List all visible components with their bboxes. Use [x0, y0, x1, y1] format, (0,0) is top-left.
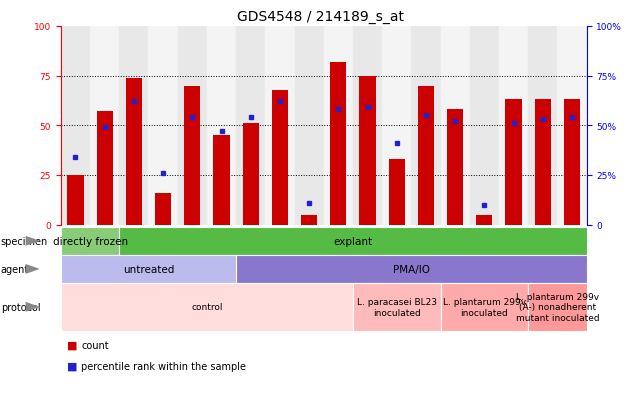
Bar — [476, 215, 492, 225]
Text: protocol: protocol — [1, 302, 40, 312]
Bar — [97, 112, 113, 225]
Text: directly frozen: directly frozen — [53, 236, 128, 246]
Bar — [213, 136, 229, 225]
Text: L. plantarum 299v
(A-) nonadherent
mutant inoculated: L. plantarum 299v (A-) nonadherent mutan… — [515, 292, 599, 322]
Bar — [499, 27, 528, 225]
Bar — [178, 27, 207, 225]
Bar — [353, 27, 382, 225]
Text: percentile rank within the sample: percentile rank within the sample — [81, 361, 246, 371]
Bar — [418, 86, 434, 225]
Bar — [207, 27, 236, 225]
Bar — [447, 110, 463, 225]
Text: control: control — [191, 303, 222, 311]
Text: PMA/IO: PMA/IO — [393, 264, 430, 274]
Text: L. paracasei BL23
inoculated: L. paracasei BL23 inoculated — [356, 297, 437, 317]
Text: ■: ■ — [67, 340, 78, 350]
Bar — [272, 90, 288, 225]
Bar — [301, 215, 317, 225]
Bar — [470, 27, 499, 225]
Bar — [265, 27, 294, 225]
Bar — [149, 27, 178, 225]
Bar — [440, 27, 470, 225]
Text: untreated: untreated — [123, 264, 174, 274]
Text: specimen: specimen — [1, 236, 48, 246]
Bar — [535, 100, 551, 225]
Bar — [243, 124, 259, 225]
Bar — [528, 27, 557, 225]
Bar — [388, 160, 404, 225]
Bar — [126, 78, 142, 225]
Text: agent: agent — [1, 264, 29, 274]
Bar — [61, 27, 90, 225]
Bar — [506, 100, 522, 225]
Bar — [184, 86, 201, 225]
Bar — [294, 27, 324, 225]
Bar — [324, 27, 353, 225]
Bar — [90, 27, 119, 225]
Text: ■: ■ — [67, 361, 78, 371]
Bar — [155, 193, 171, 225]
Bar — [236, 27, 265, 225]
Bar — [382, 27, 412, 225]
Text: GDS4548 / 214189_s_at: GDS4548 / 214189_s_at — [237, 10, 404, 24]
Bar — [67, 176, 83, 225]
Bar — [557, 27, 587, 225]
Bar — [360, 76, 376, 225]
Bar — [330, 62, 346, 225]
Bar — [412, 27, 440, 225]
Text: L. plantarum 299v
inoculated: L. plantarum 299v inoculated — [443, 297, 526, 317]
Text: count: count — [81, 340, 109, 350]
Bar — [564, 100, 580, 225]
Text: explant: explant — [333, 236, 372, 246]
Bar — [119, 27, 149, 225]
